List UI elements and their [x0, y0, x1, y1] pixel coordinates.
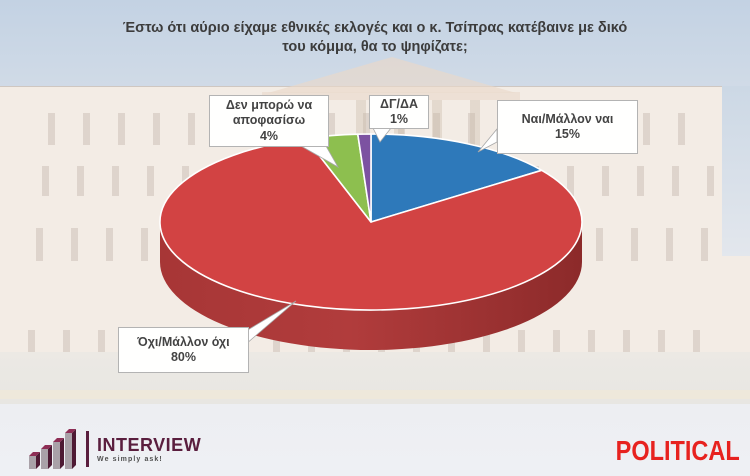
pie-slice-3 [357, 133, 372, 223]
label-no-text: Όχι/Μάλλον όχι [137, 334, 230, 349]
interview-bars-icon [29, 429, 76, 469]
chart-title-line2: του κόμμα, θα το ψηφίζατε; [282, 39, 468, 55]
interview-logo-divider [86, 431, 89, 467]
interview-logo-tagline: We simply ask! [97, 455, 163, 463]
pie-side-wall [160, 222, 582, 350]
label-dkda-text: ΔΓ/ΔΑ [380, 96, 418, 111]
label-dkda-value: 1% [389, 112, 409, 126]
label-no: Όχι/Μάλλον όχι 80% [118, 327, 249, 373]
label-undecided-value: 4% [259, 128, 279, 143]
label-undecided-text2: αποφασίσω [232, 113, 306, 128]
label-dkda: ΔΓ/ΔΑ 1% [369, 95, 429, 129]
label-undecided: Δεν μπορώ να αποφασίσω 4% [209, 95, 329, 147]
chart-title-line1: Έστω ότι αύριο είχαμε εθνικές εκλογές κα… [122, 20, 628, 36]
label-undecided-text: Δεν μπορώ να [225, 97, 313, 112]
chart-title: Έστω ότι αύριο είχαμε εθνικές εκλογές κα… [0, 19, 750, 57]
background-sky-right [722, 86, 750, 256]
interview-logo-name: INTERVIEW [97, 434, 202, 455]
background-plaza-strip [0, 390, 750, 399]
label-yes-value: 15% [554, 127, 581, 141]
label-yes-text: Ναι/Μάλλον ναι [521, 111, 614, 126]
label-yes: Ναι/Μάλλον ναι 15% [497, 100, 638, 154]
pie-slice-0 [370, 133, 543, 223]
label-no-value: 80% [170, 350, 197, 364]
pie-slice-1 [159, 137, 583, 311]
political-logo: POLITICAL [615, 435, 740, 466]
footer-band [0, 404, 750, 476]
interview-logo: INTERVIEW We simply ask! [28, 427, 201, 471]
